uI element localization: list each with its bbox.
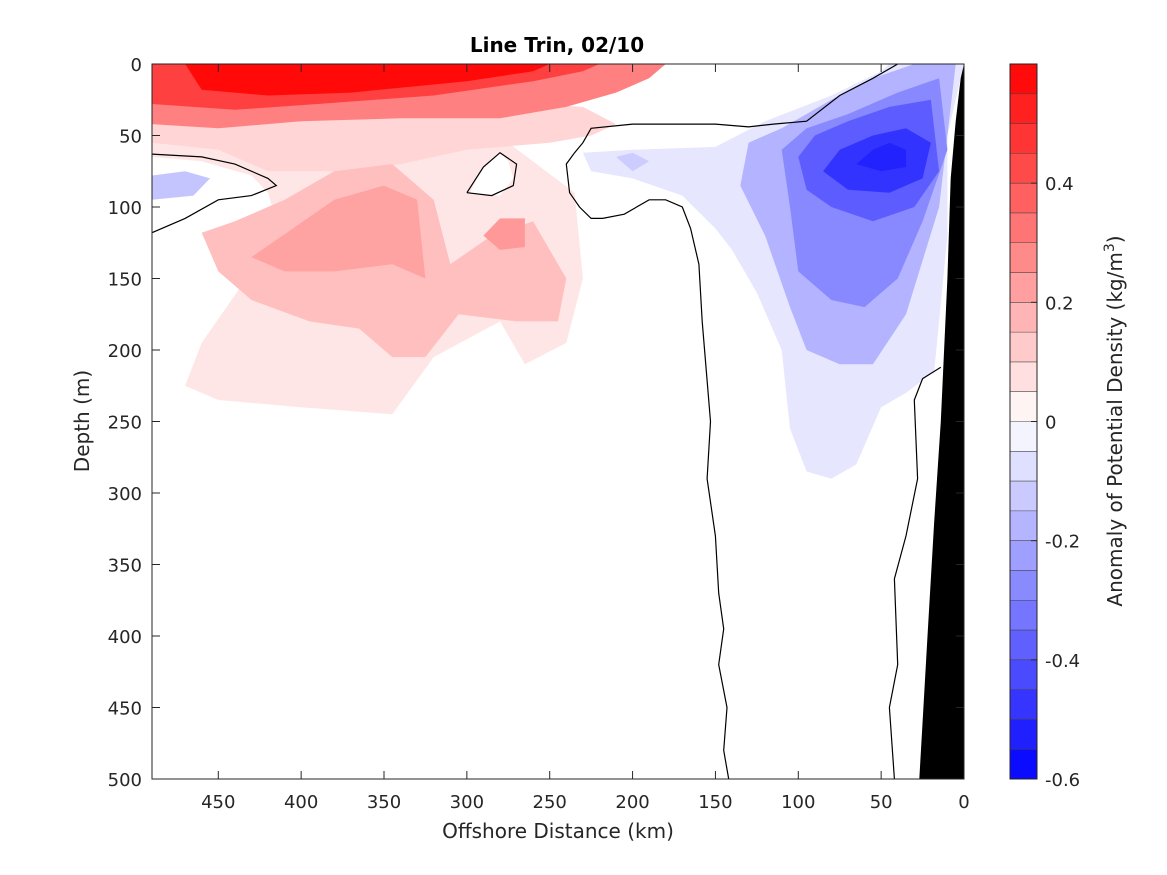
x-tick-label-2: 350 <box>367 792 401 813</box>
zero-contour-line-1 <box>565 64 898 779</box>
colorbar-label: Anomaly of Potential Density (kg/m3) <box>1102 235 1127 606</box>
colorbar-tick-label-0: 0.4 <box>1045 174 1074 195</box>
y-tick-label-1: 50 <box>119 127 142 148</box>
colorbar-tick-label-3: -0.2 <box>1045 532 1080 553</box>
y-axis-label: Depth (m) <box>70 370 94 472</box>
colorbar-band-22 <box>1010 719 1037 750</box>
y-axis: 0 50 100 150 200 250 300 350 400 450 500 <box>108 55 964 791</box>
colorbar-tick-label-1: 0.2 <box>1045 293 1074 314</box>
bathymetry-layer <box>919 64 964 779</box>
colorbar-band-20 <box>1010 659 1037 691</box>
contour-region-15 <box>856 142 906 172</box>
colorbar-band-14 <box>1010 481 1037 512</box>
colorbar-label-superscript: 3 <box>1102 243 1118 252</box>
y-tick-label-7: 350 <box>108 556 142 577</box>
zero-contour-line-0 <box>152 153 278 234</box>
x-tick-label-6: 150 <box>698 792 732 813</box>
colorbar-band-8 <box>1010 302 1037 333</box>
contour-region-16 <box>470 152 514 196</box>
colorbar-band-19 <box>1010 630 1037 661</box>
y-tick-label-0: 0 <box>131 55 142 76</box>
y-tick-label-5: 250 <box>108 413 142 434</box>
colorbar-band-3 <box>1010 153 1037 184</box>
colorbar-band-11 <box>1010 391 1037 422</box>
colorbar-band-9 <box>1010 332 1037 363</box>
colorbar-band-0 <box>1010 64 1037 95</box>
x-axis-label: Offshore Distance (km) <box>442 819 674 843</box>
x-tick-label-5: 200 <box>615 792 649 813</box>
x-tick-label-3: 300 <box>450 792 484 813</box>
y-tick-label-2: 100 <box>108 198 142 219</box>
contour-region-3 <box>251 185 426 279</box>
colorbar-tick-label-5: -0.6 <box>1045 770 1080 791</box>
x-tick-label-0: 450 <box>201 792 235 813</box>
y-tick-label-10: 500 <box>108 770 142 791</box>
colorbar-band-1 <box>1010 93 1037 125</box>
colorbar <box>1009 63 1038 780</box>
colorbar-band-12 <box>1010 421 1037 452</box>
colorbar-band-6 <box>1010 242 1037 274</box>
colorbar-band-18 <box>1010 600 1037 631</box>
x-tick-label-8: 50 <box>870 792 893 813</box>
colorbar-ticks: 0.4 0.2 0 -0.2 -0.4 -0.6 <box>1031 174 1080 791</box>
colorbar-band-21 <box>1010 689 1037 720</box>
contour-fill-layer <box>152 64 964 479</box>
chart-title: Line Trin, 02/10 <box>470 33 644 57</box>
zero-contour-layer <box>152 64 942 779</box>
contour-region-7 <box>185 64 550 96</box>
y-tick-label-6: 300 <box>108 484 142 505</box>
plot-area <box>151 63 965 780</box>
colorbar-band-5 <box>1010 212 1037 244</box>
colorbar-label-close: ) <box>1103 235 1127 243</box>
colorbar-tick-label-4: -0.4 <box>1045 651 1080 672</box>
colorbar-tick-label-2: 0 <box>1045 413 1056 434</box>
colorbar-band-2 <box>1010 123 1037 154</box>
colorbar-band-23 <box>1010 749 1037 780</box>
colorbar-band-15 <box>1010 510 1037 542</box>
x-tick-label-9: 0 <box>958 792 969 813</box>
y-tick-label-4: 200 <box>108 341 142 362</box>
zero-contour-line-2 <box>888 366 942 779</box>
colorbar-band-16 <box>1010 540 1037 571</box>
colorbar-band-13 <box>1010 451 1037 482</box>
bathymetry-shelf <box>919 64 964 779</box>
x-tick-label-4: 250 <box>533 792 567 813</box>
zero-contour-line-3 <box>466 151 518 197</box>
x-axis: 450 400 350 300 250 200 150 100 50 0 <box>201 64 970 813</box>
colorbar-band-10 <box>1010 361 1037 393</box>
x-tick-label-7: 100 <box>781 792 815 813</box>
contour-region-4 <box>483 218 525 250</box>
contour-region-9 <box>616 152 650 172</box>
colorbar-band-4 <box>1010 183 1037 214</box>
x-tick-label-1: 400 <box>284 792 318 813</box>
colorbar-band-17 <box>1010 570 1037 601</box>
colorbar-label-main: Anomaly of Potential Density (kg/m <box>1103 252 1127 606</box>
y-tick-label-9: 450 <box>108 699 142 720</box>
colorbar-band-7 <box>1010 272 1037 303</box>
y-tick-label-8: 400 <box>108 627 142 648</box>
contour-region-10 <box>152 171 210 200</box>
y-tick-label-3: 150 <box>108 270 142 291</box>
